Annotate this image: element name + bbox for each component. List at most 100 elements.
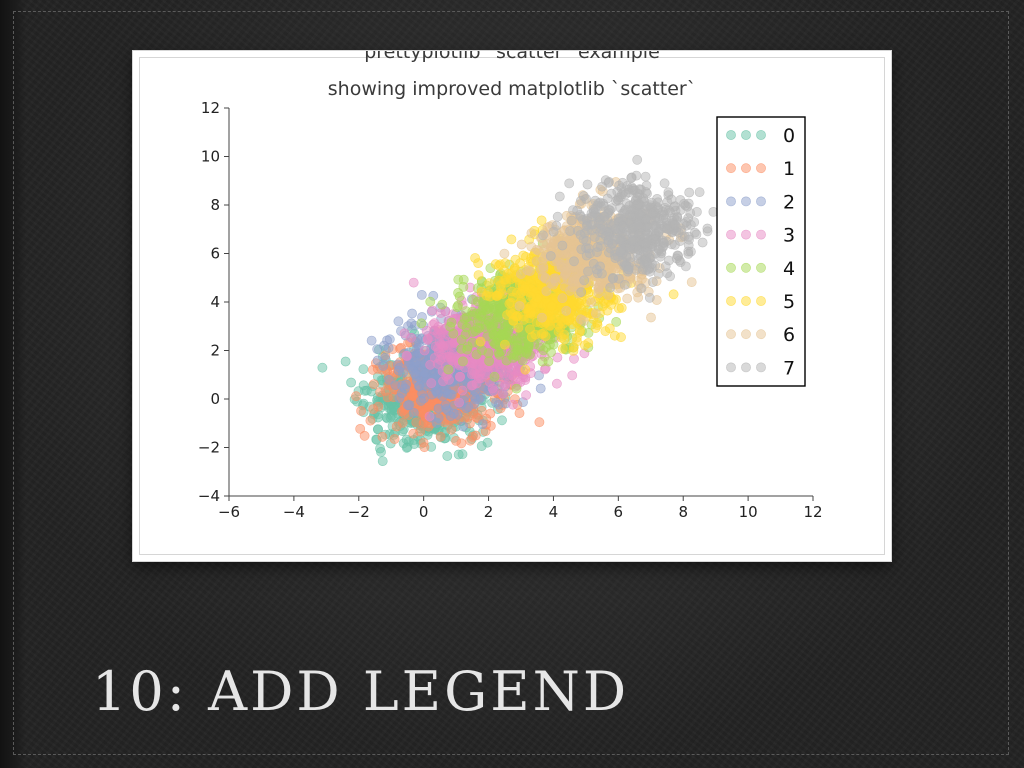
scatter-point	[590, 308, 601, 319]
scatter-point	[475, 373, 486, 384]
scatter-point	[491, 397, 501, 408]
scatter-point	[478, 302, 489, 313]
scatter-point	[476, 441, 487, 451]
y-tick-label: 2	[210, 342, 220, 360]
scatter-point	[526, 228, 537, 238]
scatter-point	[574, 327, 585, 337]
scatter-point	[427, 305, 438, 316]
scatter-point	[623, 264, 634, 275]
scatter-point	[609, 330, 620, 341]
scatter-point	[567, 296, 577, 307]
scatter-point	[499, 380, 510, 391]
scatter-point	[620, 189, 631, 200]
scatter-point	[627, 236, 638, 246]
legend-marker	[741, 163, 751, 174]
scatter-point	[506, 369, 517, 380]
legend-item-0: 0	[726, 125, 795, 147]
scatter-point	[537, 271, 548, 281]
scatter-point	[632, 250, 643, 261]
scatter-point	[483, 348, 494, 358]
scatter-point	[410, 368, 420, 379]
scatter-point	[697, 237, 708, 248]
scatter-point	[495, 259, 506, 270]
scatter-point	[442, 388, 453, 399]
y-tick-label: 0	[210, 390, 220, 408]
scatter-point	[581, 193, 591, 204]
legend-label: 4	[783, 258, 795, 280]
legend-marker	[741, 262, 751, 273]
scatter-point	[499, 248, 510, 259]
scatter-point	[622, 293, 633, 304]
scatter-point	[518, 250, 529, 261]
scatter-point	[634, 209, 645, 220]
legend-marker	[756, 130, 766, 140]
x-tick-label: 10	[739, 503, 758, 521]
scatter-point	[592, 242, 603, 252]
scatter-point	[402, 351, 412, 361]
scatter-point	[642, 247, 653, 258]
scatter-point	[613, 303, 624, 314]
scatter-point	[694, 187, 705, 197]
scatter-point	[610, 253, 621, 263]
scatter-point	[604, 323, 615, 334]
scatter-point	[566, 239, 576, 250]
scatter-point	[424, 411, 435, 422]
scatter-point	[646, 312, 656, 323]
scatter-point	[358, 364, 369, 374]
scatter-point	[433, 413, 444, 423]
scatter-point	[487, 321, 498, 332]
scatter-point	[596, 224, 607, 234]
scatter-point	[491, 338, 501, 349]
chart-card: −6 −4 −2 0 2 4 6 8 10 12 −4 −2 0 2 4 6 8 10 12 0 1 2 3 4 5 6 7 pre…	[133, 51, 891, 561]
scatter-point	[512, 344, 523, 355]
legend-marker	[741, 362, 751, 373]
legend-item-3: 3	[726, 225, 795, 247]
scatter-point	[436, 339, 446, 350]
slide-frame	[13, 11, 1009, 755]
scatter-point	[536, 215, 547, 226]
scatter-point	[648, 207, 659, 217]
scatter-point	[609, 234, 620, 245]
scatter-point	[617, 221, 628, 232]
scatter-point	[557, 240, 568, 251]
y-tick-label: 10	[201, 148, 220, 166]
scatter-point	[575, 209, 585, 220]
legend-label: 0	[783, 125, 795, 147]
legend-label: 1	[783, 158, 795, 180]
scatter-point	[408, 407, 419, 418]
scatter-point	[533, 245, 544, 256]
scatter-point	[531, 256, 542, 266]
scatter-point	[556, 332, 567, 343]
scatter-point	[467, 431, 478, 442]
scatter-point	[496, 329, 507, 340]
scatter-point	[636, 283, 647, 294]
chart-subtitle: showing improved matplotlib `scatter`	[327, 78, 697, 100]
scatter-point	[499, 339, 510, 350]
legend-marker	[756, 163, 766, 174]
scatter-point	[443, 364, 454, 375]
y-tick-label: −2	[198, 439, 220, 457]
scatter-point	[510, 335, 521, 346]
x-tick-label: 2	[484, 503, 494, 521]
scatter-point	[416, 289, 427, 300]
legend-item-7: 7	[726, 357, 795, 379]
scatter-point	[408, 277, 419, 288]
scatter-point	[489, 371, 500, 382]
legend-marker	[741, 296, 751, 306]
scatter-point	[617, 177, 628, 188]
scatter-point	[567, 370, 578, 381]
scatter-point	[407, 308, 417, 319]
scatter-point	[514, 301, 525, 311]
scatter-point	[484, 278, 495, 288]
x-tick-label: 0	[419, 503, 429, 521]
scatter-point	[579, 275, 590, 286]
scatter-point	[477, 419, 488, 429]
scatter-point	[383, 342, 394, 353]
scatter-point	[535, 383, 546, 394]
scatter-point	[643, 264, 653, 275]
scatter-point	[475, 336, 486, 347]
legend-marker	[756, 296, 766, 306]
scatter-point	[454, 291, 465, 302]
scatter-point	[516, 239, 527, 250]
scatter-point	[659, 238, 669, 248]
